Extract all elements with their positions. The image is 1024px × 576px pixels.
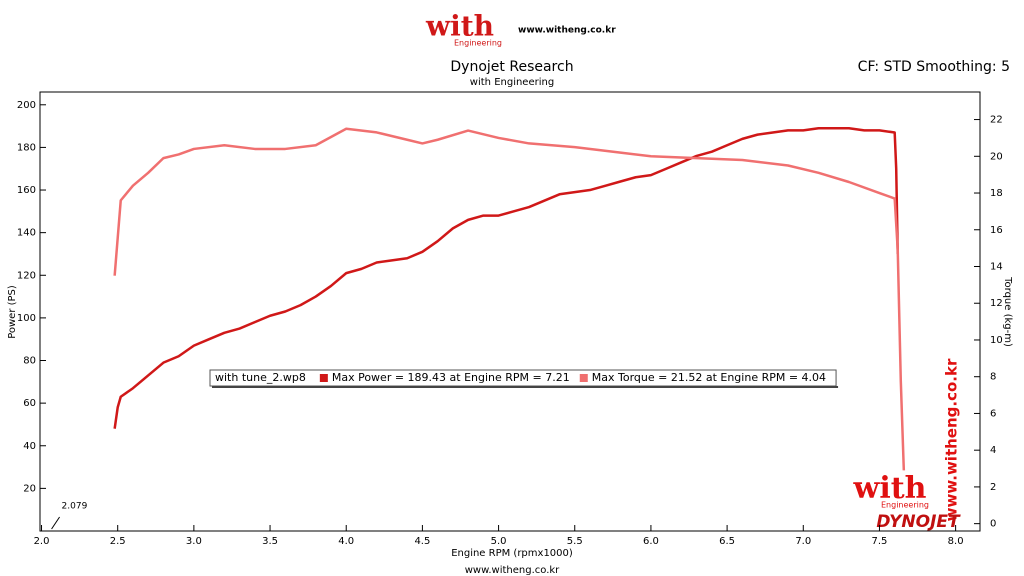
legend: with tune_2.wp8 Max Power = 189.43 at Eng… [215, 371, 826, 384]
chart-title: Dynojet Research [450, 59, 573, 75]
series-line [113, 127, 906, 471]
plot-frame [39, 91, 981, 532]
series-line [113, 126, 899, 429]
y-tick-label: 120 [17, 270, 36, 281]
x-tick-label: 3.0 [186, 536, 202, 547]
x-axis-label: Engine RPM (rpmx1000) [451, 548, 573, 559]
settings: CF: STD Smoothing: 5 [858, 59, 1010, 75]
legend-label: Max Torque = 21.52 at Engine RPM = 4.04 [592, 371, 826, 384]
logo-sub: Engineering [454, 39, 502, 48]
x-tick-label: 5.5 [567, 536, 583, 547]
watermark-site: www.witheng.co.kr [943, 358, 961, 521]
x-tick-label: 4.0 [338, 536, 354, 547]
y2-tick-label: 22 [990, 115, 1003, 126]
y-tick-label: 80 [23, 356, 36, 367]
y-tick-label: 200 [17, 100, 36, 111]
y2-tick-label: 2 [990, 482, 996, 493]
legend-title: with tune_2.wp8 [215, 371, 306, 384]
footer: www.witheng.co.kr [465, 565, 560, 576]
y2-tick-label: 4 [990, 445, 996, 456]
x-tick-label: 7.5 [871, 536, 887, 547]
cursor-label: 2.079 [62, 502, 88, 512]
y2-tick-label: 8 [990, 372, 996, 383]
y-tick-label: 160 [17, 185, 36, 196]
watermark-logo-sub: Engineering [881, 501, 929, 510]
watermark-brand: DYNOJET [876, 512, 961, 532]
header-site: www.witheng.co.kr [518, 26, 616, 36]
y-tick-label: 20 [23, 483, 36, 494]
x-tick-label: 8.0 [948, 536, 964, 547]
y-tick-label: 60 [23, 398, 36, 409]
y2-tick-label: 6 [990, 408, 996, 419]
y2-tick-label: 14 [990, 261, 1003, 272]
y2-tick-label: 20 [990, 151, 1003, 162]
x-tick-label: 2.5 [110, 536, 126, 547]
y-axis-label: Power (PS) [7, 285, 18, 339]
x-tick-label: 6.0 [643, 536, 659, 547]
x-tick-label: 5.0 [491, 536, 507, 547]
y-tick-label: 180 [17, 142, 36, 153]
cursor-arrow [51, 516, 60, 530]
x-tick-label: 4.5 [414, 536, 430, 547]
x-tick-label: 7.0 [795, 536, 811, 547]
y2-tick-label: 18 [990, 188, 1003, 199]
y-tick-label: 140 [17, 228, 36, 239]
watermark-logo: with [853, 471, 927, 506]
logo: with [425, 10, 494, 43]
y2-tick-label: 0 [990, 519, 996, 530]
y2-tick-label: 10 [990, 335, 1003, 346]
y-tick-label: 100 [17, 313, 36, 324]
chart-subtitle: with Engineering [470, 77, 554, 88]
y2-axis-label: Torque (kg-m) [1002, 276, 1013, 347]
legend-label: Max Power = 189.43 at Engine RPM = 7.21 [332, 371, 570, 384]
x-tick-label: 2.0 [34, 536, 50, 547]
y2-tick-label: 16 [990, 225, 1003, 236]
x-tick-label: 3.5 [262, 536, 278, 547]
y2-tick-label: 12 [990, 298, 1003, 309]
y-tick-label: 40 [23, 441, 36, 452]
legend-swatch [579, 374, 588, 382]
legend-swatch [319, 374, 328, 382]
x-tick-label: 6.5 [719, 536, 735, 547]
